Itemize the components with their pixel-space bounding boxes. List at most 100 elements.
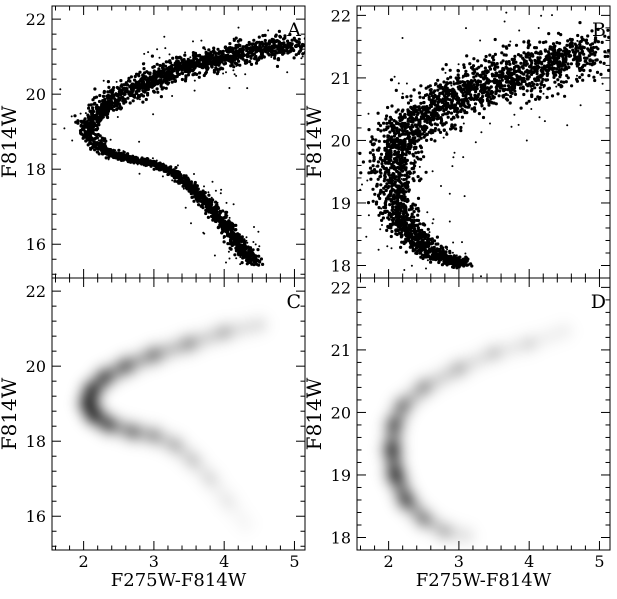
scatter-point	[380, 162, 384, 166]
scatter-point	[162, 75, 166, 79]
scatter-point	[379, 174, 383, 178]
scatter-point	[227, 48, 231, 52]
scatter-point	[410, 226, 414, 230]
scatter-point	[228, 42, 232, 46]
scatter-point	[507, 60, 511, 64]
scatter-point	[290, 38, 294, 42]
scatter-point	[436, 78, 440, 82]
scatter-point	[210, 196, 213, 199]
scatter-point	[91, 106, 95, 110]
scatter-point	[428, 103, 432, 107]
scatter-point	[167, 69, 171, 74]
scatter-point	[498, 70, 502, 74]
scatter-point	[232, 203, 235, 206]
scatter-point	[91, 117, 95, 121]
scatter-point	[506, 84, 511, 88]
scatter-point	[233, 234, 236, 237]
scatter-point	[294, 44, 298, 48]
scatter-point	[125, 87, 129, 91]
scatter-point	[118, 105, 122, 110]
scatter-point	[154, 76, 158, 80]
scatter-point	[267, 48, 271, 52]
scatter-point	[374, 138, 378, 142]
scatter-point	[98, 106, 102, 110]
scatter-point	[409, 161, 413, 165]
scatter-point	[467, 80, 471, 84]
scatter-point	[139, 158, 143, 162]
scatter-point	[542, 64, 547, 68]
scatter-point	[417, 209, 421, 213]
scatter-point	[413, 142, 417, 146]
scatter-point	[189, 192, 193, 196]
scatter-point	[267, 40, 271, 44]
scatter-point	[250, 49, 254, 53]
scatter-point	[372, 142, 376, 146]
scatter-point	[134, 82, 139, 86]
scatter-point	[246, 241, 249, 244]
scatter-point	[123, 158, 126, 161]
scatter-point	[384, 117, 388, 121]
scatter-point	[300, 44, 304, 49]
scatter-point	[408, 223, 413, 227]
scatter-point	[98, 144, 102, 148]
scatter-point	[212, 46, 216, 50]
scatter-point	[387, 184, 391, 189]
scatter-point	[145, 161, 148, 164]
scatter-point	[594, 45, 598, 49]
scatter-point	[420, 150, 424, 154]
scatter-point	[390, 125, 394, 129]
scatter-point	[217, 218, 221, 223]
scatter-point	[421, 253, 425, 257]
scatter-point	[526, 40, 530, 45]
scatter-point	[140, 81, 144, 85]
scatter-point	[89, 124, 93, 128]
scatter-point	[504, 77, 508, 81]
scatter-point	[413, 203, 417, 207]
scatter-point	[198, 71, 202, 75]
scatter-point	[132, 155, 135, 158]
scatter-point	[127, 76, 131, 80]
scatter-point	[202, 231, 205, 234]
scatter-point	[546, 50, 550, 54]
scatter-point	[512, 65, 517, 70]
scatter-point	[488, 65, 492, 69]
scatter-point	[103, 142, 107, 146]
scatter-point	[400, 218, 404, 222]
scatter-point	[301, 52, 305, 56]
scatter-point	[419, 157, 423, 161]
scatter-point	[187, 70, 191, 74]
scatter-point	[281, 46, 285, 50]
scatter-point	[110, 106, 114, 110]
scatter-point	[202, 201, 206, 205]
scatter-point	[371, 148, 375, 152]
scatter-point	[534, 51, 538, 55]
scatter-point	[111, 149, 115, 153]
scatter-point	[93, 87, 97, 91]
scatter-point	[180, 77, 184, 82]
scatter-point	[88, 140, 92, 144]
scatter-point	[400, 168, 404, 173]
scatter-point	[396, 191, 400, 195]
scatter-point	[393, 189, 397, 193]
scatter-point	[257, 263, 261, 267]
scatter-point	[513, 84, 517, 88]
scatter-point	[250, 42, 254, 47]
scatter-point	[530, 93, 534, 97]
scatter-point	[297, 51, 301, 56]
scatter-point	[197, 62, 201, 66]
scatter-point	[399, 215, 403, 219]
scatter-point	[419, 115, 423, 119]
plot-area	[352, 11, 610, 278]
scatter-point	[556, 78, 560, 82]
scatter-point	[352, 180, 355, 183]
scatter-point	[306, 40, 309, 43]
scatter-point	[411, 125, 415, 129]
scatter-point	[232, 65, 236, 69]
scatter-point	[193, 62, 197, 66]
scatter-point	[216, 213, 220, 217]
scatter-point	[482, 107, 486, 111]
scatter-point	[174, 55, 179, 59]
scatter-point	[230, 228, 234, 232]
scatter-point	[525, 74, 529, 78]
scatter-point	[186, 63, 189, 66]
